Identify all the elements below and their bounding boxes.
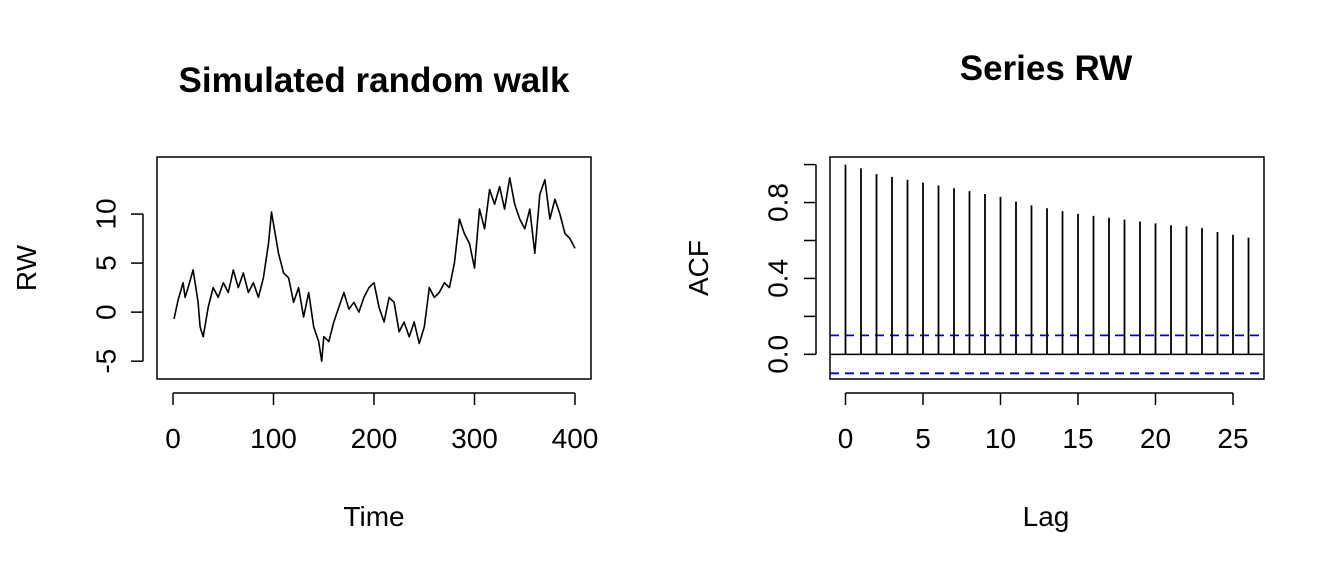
random-walk-y-tick-label: 5 (90, 255, 121, 271)
random-walk-y-tick-label: 10 (90, 198, 121, 229)
acf-y-label: ACF (683, 240, 714, 296)
random-walk-y-axis: -5 0 5 10 (90, 198, 144, 374)
acf-x-tick-label: 10 (985, 423, 1016, 454)
random-walk-x-axis: 0 100 200 300 400 (165, 392, 599, 454)
acf-x-tick-label: 15 (1062, 423, 1093, 454)
random-walk-x-label: Time (343, 501, 404, 532)
acf-y-tick-label: 0.0 (762, 335, 793, 374)
acf-bars-layer (830, 164, 1264, 375)
random-walk-chart: Simulated random walk 0 100 200 300 400 -5 0 5… (11, 61, 598, 532)
random-walk-x-tick-label: 400 (552, 423, 599, 454)
random-walk-series-line (173, 177, 576, 363)
acf-x-tick-label: 25 (1217, 423, 1248, 454)
random-walk-x-tick-label: 300 (451, 423, 498, 454)
random-walk-plot-frame (156, 156, 592, 380)
random-walk-x-tick-label: 100 (250, 423, 297, 454)
acf-y-axis: 0.0 0.4 0.8 (762, 163, 817, 374)
acf-y-tick-label: 0.4 (762, 259, 793, 298)
random-walk-title: Simulated random walk (179, 61, 570, 100)
acf-x-tick-label: 20 (1140, 423, 1171, 454)
acf-x-label: Lag (1023, 501, 1070, 532)
random-walk-y-tick-label: -5 (90, 349, 121, 374)
acf-x-tick-label: 0 (838, 423, 854, 454)
acf-y-tick-label: 0.8 (762, 183, 793, 222)
acf-chart: Series RW 0 5 10 15 20 25 0.0 0.4 0.8 Lag ACF (683, 49, 1265, 532)
random-walk-y-label: RW (11, 244, 42, 291)
acf-plot-frame (829, 156, 1265, 380)
acf-x-tick-label: 5 (915, 423, 931, 454)
random-walk-x-tick-label: 0 (165, 423, 181, 454)
random-walk-line-layer (173, 177, 576, 363)
random-walk-y-tick-label: 0 (90, 304, 121, 320)
random-walk-x-tick-label: 200 (351, 423, 398, 454)
acf-title: Series RW (960, 49, 1133, 88)
acf-x-axis: 0 5 10 15 20 25 (838, 392, 1249, 454)
